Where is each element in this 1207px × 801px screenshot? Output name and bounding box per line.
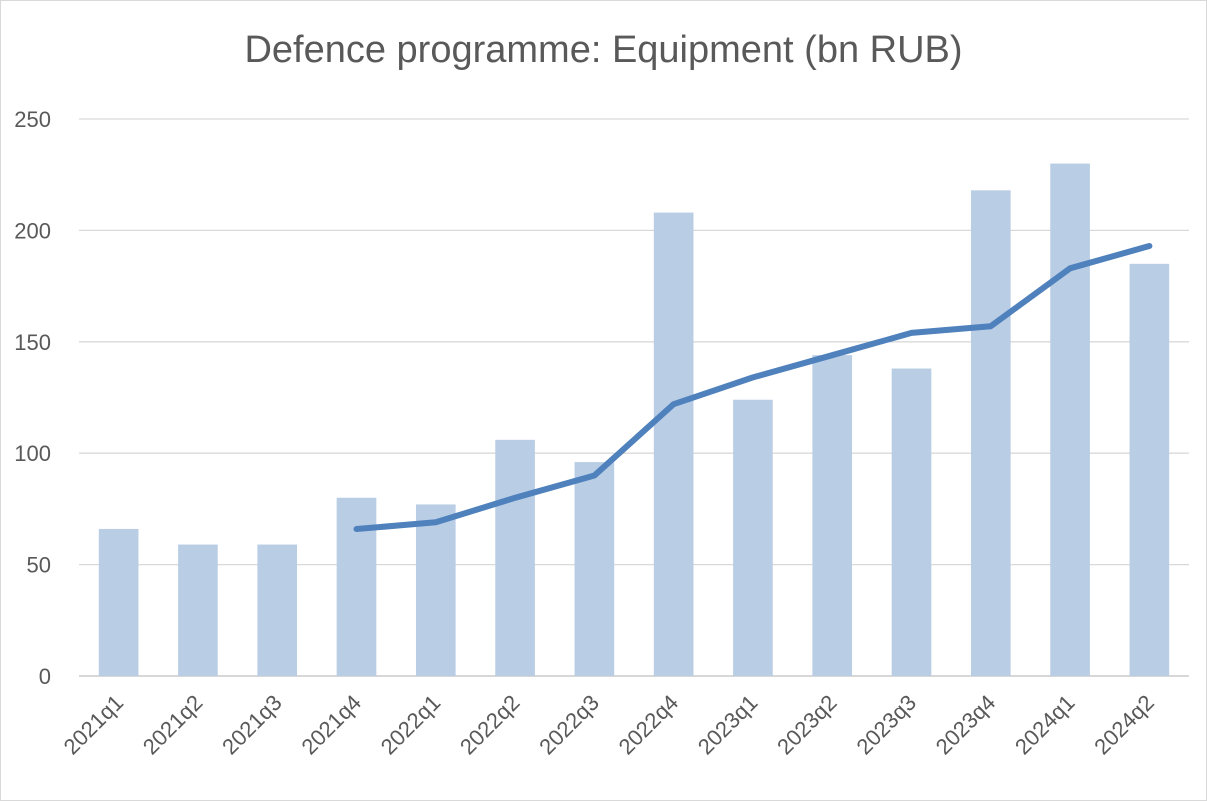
bar-series	[98, 163, 1170, 677]
bar	[336, 497, 377, 676]
x-tick-label: 2023q3	[851, 690, 921, 760]
x-tick-label: 2021q3	[217, 690, 287, 760]
x-tick-label: 2023q2	[772, 690, 842, 760]
y-tick-label: 50	[27, 553, 51, 578]
x-tick-label: 2021q2	[138, 690, 208, 760]
y-tick-label: 200	[14, 218, 51, 243]
gridlines	[79, 118, 1189, 677]
bar	[812, 355, 853, 676]
bar	[98, 528, 139, 676]
x-tick-label: 2021q4	[296, 690, 366, 760]
bar	[1129, 263, 1170, 676]
bar	[733, 399, 773, 676]
bar	[970, 190, 1011, 676]
bar	[891, 368, 932, 676]
bar	[495, 439, 535, 676]
x-tick-label: 2023q4	[931, 690, 1001, 760]
x-tick-label: 2022q4	[614, 690, 684, 760]
x-tick-label: 2024q2	[1089, 690, 1159, 760]
bar	[415, 504, 456, 676]
bar	[574, 462, 615, 676]
x-tick-label: 2022q1	[376, 690, 446, 760]
x-tick-label: 2024q1	[1010, 690, 1080, 760]
x-tick-label: 2023q1	[693, 690, 763, 760]
series-line	[353, 243, 1153, 532]
x-tick-label: 2021q1	[59, 690, 129, 760]
x-axis: 2021q1 2021q2 2021q3 2021q4 2022q1 2022q2 2022…	[59, 690, 1159, 760]
bar	[1050, 163, 1090, 676]
y-tick-label: 250	[14, 107, 51, 132]
y-tick-label: 100	[14, 441, 51, 466]
y-tick-label: 0	[39, 664, 51, 689]
y-tick-label: 150	[14, 330, 51, 355]
bar	[178, 544, 218, 676]
x-tick-label: 2022q2	[455, 690, 525, 760]
bar	[653, 212, 694, 677]
chart-title: Defence programme: Equipment (bn RUB)	[244, 29, 963, 71]
x-tick-label: 2022q3	[534, 690, 604, 760]
y-axis: 0 50 100 150 200 250	[14, 107, 51, 689]
bar	[257, 544, 298, 676]
line-series	[353, 243, 1153, 532]
